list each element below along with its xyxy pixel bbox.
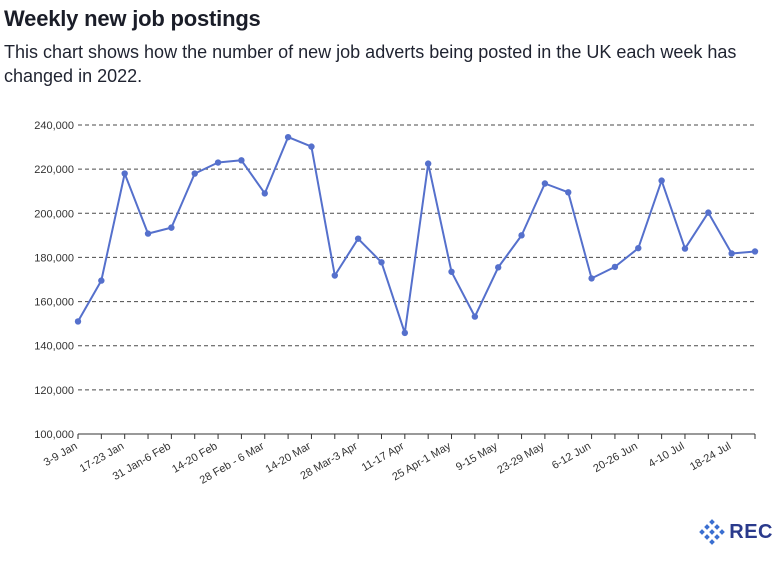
data-point (728, 250, 735, 257)
y-tick-label: 200,000 (34, 208, 74, 220)
y-tick-label: 180,000 (34, 252, 74, 264)
data-point (471, 313, 479, 320)
data-point (611, 263, 619, 271)
data-point (448, 268, 455, 275)
data-point (308, 143, 315, 150)
data-point (191, 170, 198, 177)
rec-logo-text: REC (729, 520, 773, 543)
chart-title: Weekly new job postings (4, 6, 261, 31)
data-point (98, 277, 105, 284)
y-tick-label: 100,000 (34, 429, 74, 441)
data-point (284, 133, 292, 141)
x-tick-label: 4-10 Jul (647, 440, 687, 470)
data-point (751, 248, 759, 255)
x-tick-label: 23-29 May (495, 440, 546, 477)
y-tick-label: 140,000 (34, 341, 74, 353)
data-point (705, 209, 712, 216)
data-point (144, 230, 152, 237)
data-point (518, 232, 525, 239)
series-line (77, 136, 756, 334)
rec-logo: REC (699, 519, 773, 545)
data-point (401, 329, 409, 337)
x-tick-label: 6-12 Jun (550, 440, 593, 472)
data-point (74, 318, 82, 325)
y-tick-label: 120,000 (34, 385, 74, 397)
data-point (565, 189, 572, 196)
data-point (168, 224, 175, 231)
x-tick-label: 3-9 Jan (42, 440, 80, 469)
data-point (588, 275, 595, 282)
y-tick-label: 160,000 (34, 297, 74, 309)
data-point (331, 272, 338, 279)
data-point (541, 180, 549, 187)
x-tick-label: 20-26 Jun (591, 440, 639, 475)
data-point (214, 159, 222, 166)
data-point (681, 245, 689, 252)
data-point (658, 177, 665, 184)
data-point (635, 244, 642, 252)
data-point (378, 259, 385, 266)
data-point (121, 170, 128, 177)
data-point (424, 160, 432, 167)
x-tick-label: 9-15 May (454, 440, 500, 474)
y-tick-label: 220,000 (34, 164, 74, 176)
data-point (495, 264, 502, 271)
data-point (238, 157, 245, 164)
data-point (261, 190, 268, 197)
data-point (354, 235, 362, 242)
x-tick-label: 18-24 Jul (688, 440, 733, 473)
chart-subtitle: This chart shows how the number of new j… (4, 42, 737, 86)
y-tick-label: 240,000 (34, 120, 74, 132)
rec-logo-icon (699, 519, 726, 545)
